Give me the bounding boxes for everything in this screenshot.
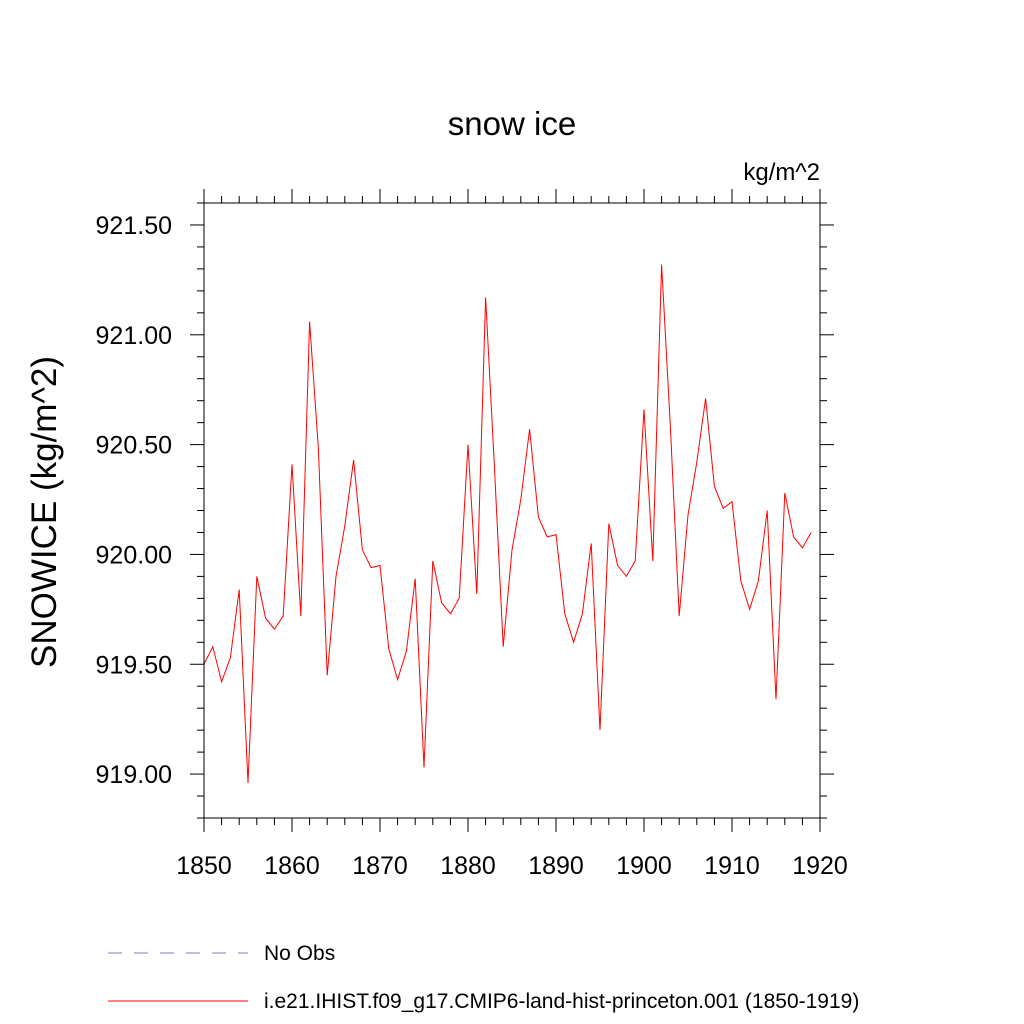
y-tick-label: 920.00 bbox=[96, 541, 172, 569]
x-tick-label: 1860 bbox=[264, 852, 320, 880]
x-tick-label: 1880 bbox=[440, 852, 496, 880]
x-tick-label: 1900 bbox=[616, 852, 672, 880]
y-tick-label: 921.00 bbox=[96, 322, 172, 350]
chart-title: snow ice bbox=[448, 105, 576, 142]
units-label: kg/m^2 bbox=[743, 159, 820, 186]
legend: No Obs i.e21.IHIST.f09_g17.CMIP6-land-hi… bbox=[108, 942, 859, 1013]
x-tick-label: 1920 bbox=[792, 852, 848, 880]
x-tick-label: 1870 bbox=[352, 852, 408, 880]
legend-label-model-run: i.e21.IHIST.f09_g17.CMIP6-land-hist-prin… bbox=[264, 990, 859, 1013]
series-line-1 bbox=[203, 264, 812, 783]
y-axis: 919.00 919.50 920.00 920.50 921.00 921.50 bbox=[96, 202, 834, 819]
legend-label-no-obs: No Obs bbox=[264, 942, 335, 965]
y-axis-label: SNOWICE (kg/m^2) bbox=[25, 356, 64, 668]
x-tick-label: 1890 bbox=[528, 852, 584, 880]
y-tick-label: 920.50 bbox=[96, 432, 172, 460]
series-layer bbox=[203, 264, 812, 783]
x-tick-label: 1850 bbox=[176, 852, 232, 880]
x-axis: 1850 1860 1870 1880 1890 1900 1910 1920 bbox=[176, 189, 848, 880]
y-tick-label: 919.50 bbox=[96, 651, 172, 679]
plot-frame bbox=[203, 202, 821, 819]
y-tick-label: 919.00 bbox=[96, 761, 172, 789]
y-tick-label: 921.50 bbox=[96, 212, 172, 240]
x-tick-label: 1910 bbox=[704, 852, 760, 880]
